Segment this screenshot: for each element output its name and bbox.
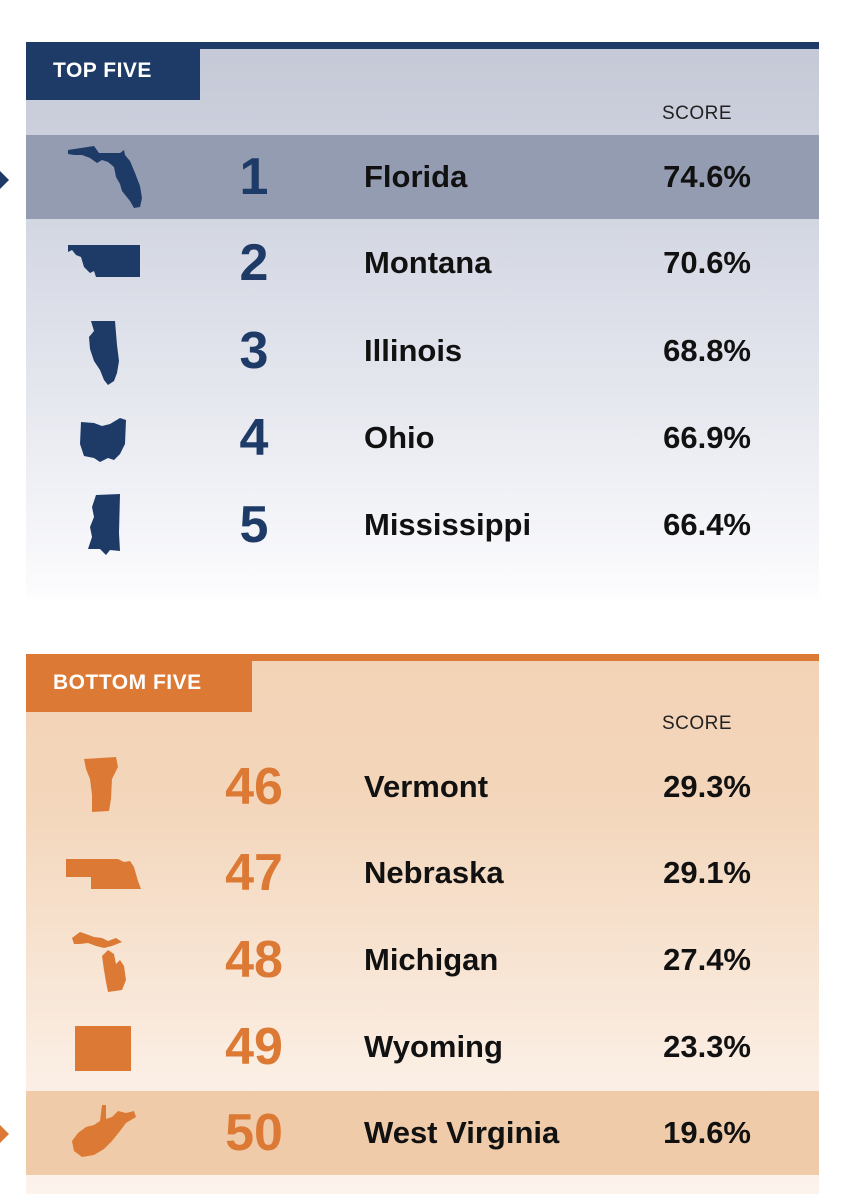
score-value: 66.4% (663, 507, 751, 542)
state-name: Ohio (364, 420, 435, 455)
state-name: Michigan (364, 942, 499, 977)
top-five-title: TOP FIVE (26, 42, 200, 100)
rank-number: 50 (225, 1104, 283, 1162)
ranking-row: 48 Michigan 27.4% (26, 918, 819, 1002)
bottom-five-panel: BOTTOM FIVE SCORE 46 Vermont 29.3% 47 Ne… (26, 654, 819, 1194)
state-name: Florida (364, 159, 468, 194)
score-value: 19.6% (663, 1115, 751, 1150)
state-name: Montana (364, 245, 492, 280)
rank-number: 49 (225, 1018, 283, 1076)
state-name: Nebraska (364, 855, 504, 890)
rank-number: 2 (239, 234, 269, 292)
score-value: 27.4% (663, 942, 751, 977)
panel-rule (26, 42, 819, 49)
rank-number: 4 (239, 409, 269, 467)
nebraska-icon (64, 837, 144, 909)
highlight-marker-icon (0, 1125, 9, 1143)
montana-icon (64, 227, 144, 299)
score-value: 29.3% (663, 769, 751, 804)
michigan-icon (64, 924, 144, 996)
rank-number: 3 (239, 322, 269, 380)
ranking-row: 3 Illinois 68.8% (26, 309, 819, 393)
score-value: 29.1% (663, 855, 751, 890)
florida-icon (64, 141, 144, 213)
ranking-row: 47 Nebraska 29.1% (26, 831, 819, 915)
illinois-icon (64, 315, 144, 387)
west-virginia-icon (64, 1097, 144, 1169)
mississippi-icon (64, 489, 144, 561)
rank-number: 5 (239, 496, 269, 554)
score-column-header: SCORE (662, 713, 733, 734)
rank-number: 1 (239, 148, 269, 206)
rank-number: 47 (225, 844, 283, 902)
state-name: Vermont (364, 769, 489, 804)
ranking-row: 2 Montana 70.6% (26, 221, 819, 305)
bottom-five-title: BOTTOM FIVE (26, 654, 252, 712)
highlight-marker-icon (0, 171, 9, 189)
rank-number: 48 (225, 931, 283, 989)
score-value: 66.9% (663, 420, 751, 455)
wyoming-icon (64, 1011, 144, 1083)
ranking-row: 49 Wyoming 23.3% (26, 1005, 819, 1089)
vermont-icon (64, 751, 144, 823)
ranking-row: 1 Florida 74.6% (26, 135, 819, 219)
score-column-header: SCORE (662, 103, 733, 124)
score-value: 74.6% (663, 159, 751, 194)
ranking-row: 4 Ohio 66.9% (26, 396, 819, 480)
state-name: Wyoming (364, 1029, 503, 1064)
rank-number: 46 (225, 758, 283, 816)
state-name: Mississippi (364, 507, 532, 542)
ranking-row: 5 Mississippi 66.4% (26, 483, 819, 567)
ranking-row: 46 Vermont 29.3% (26, 745, 819, 829)
score-value: 23.3% (663, 1029, 751, 1064)
state-name: Illinois (364, 333, 463, 368)
panel-rule (26, 654, 819, 661)
score-value: 70.6% (663, 245, 751, 280)
top-five-panel: TOP FIVE SCORE 1 Florida 74.6% 2 Montana… (26, 42, 819, 602)
ohio-icon (64, 402, 144, 474)
ranking-row: 50 West Virginia 19.6% (26, 1091, 819, 1175)
state-name: West Virginia (364, 1115, 560, 1150)
score-value: 68.8% (663, 333, 751, 368)
